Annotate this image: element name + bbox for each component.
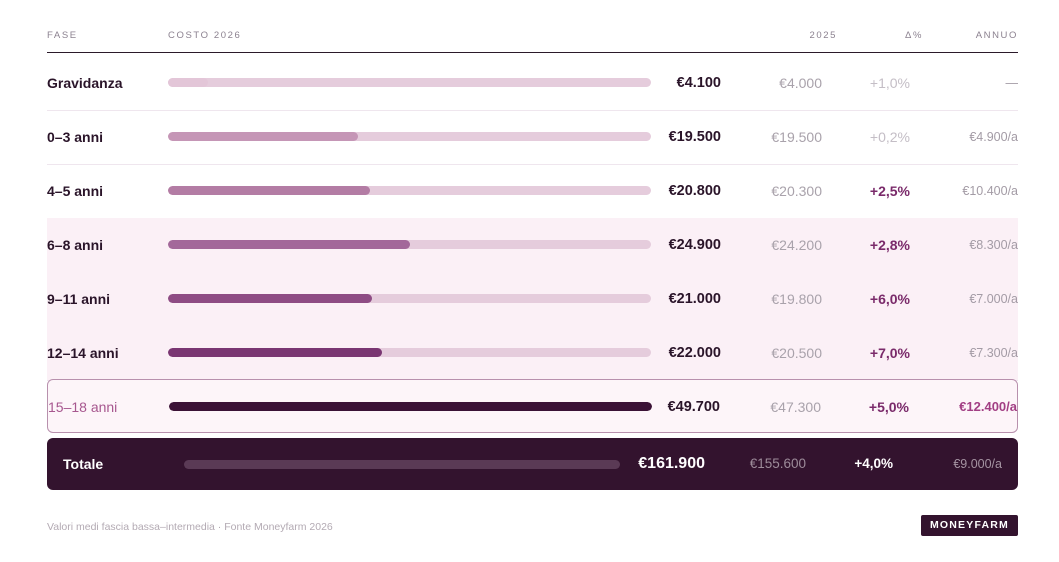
- row-label: 9–11 anni: [47, 291, 111, 307]
- row-label: 15–18 anni: [48, 399, 118, 415]
- table-row: 4–5 anni €20.800 €20.300 +2,5% €10.400/a: [47, 164, 1018, 219]
- brand-badge: MONEYFARM: [920, 515, 1018, 536]
- row-cost: €22.000: [668, 345, 721, 361]
- bar-fill: [168, 132, 358, 141]
- bar-track: [168, 348, 651, 357]
- total-annuo: €9.000/a: [953, 457, 1002, 471]
- table-row: 15–18 anni €49.700 €47.300 +5,0% €12.400/a: [47, 379, 1018, 433]
- total-bar-track: [184, 460, 620, 469]
- table-row: Gravidanza €4.100 €4.000 +1,0% —: [47, 56, 1018, 111]
- table-header: FASE COSTO 2026 2025 Δ% ANNUO: [47, 30, 1018, 53]
- bar-track: [169, 402, 652, 411]
- row-annuo: €7.000/a: [969, 292, 1018, 306]
- bar-fill: [168, 294, 373, 303]
- bar-fill: [169, 402, 652, 411]
- bar-track: [168, 294, 651, 303]
- bar-track: [168, 78, 651, 87]
- table-row: 6–8 anni €24.900 €24.200 +2,8% €8.300/a: [47, 218, 1018, 273]
- row-label: 12–14 anni: [47, 345, 119, 361]
- bar-track: [168, 240, 651, 249]
- row-delta: +2,8%: [869, 237, 910, 253]
- row-cost: €21.000: [668, 291, 721, 307]
- row-annuo: €7.300/a: [969, 346, 1018, 360]
- row-annuo: €12.400/a: [959, 399, 1017, 414]
- row-2025: €19.500: [771, 129, 822, 145]
- row-delta: +5,0%: [868, 399, 909, 415]
- total-row: Totale €161.900 €155.600 +4,0% €9.000/a: [47, 438, 1018, 490]
- bar-track: [168, 186, 651, 195]
- header-delta: Δ%: [905, 30, 923, 41]
- row-cost: €20.800: [668, 183, 721, 199]
- total-cost: €161.900: [638, 455, 705, 472]
- header-fase: FASE: [47, 30, 78, 41]
- header-2025: 2025: [809, 30, 837, 41]
- row-cost: €4.100: [676, 75, 721, 91]
- row-2025: €20.300: [771, 183, 822, 199]
- footer-note: Valori medi fascia bassa–intermedia · Fo…: [47, 521, 333, 533]
- row-annuo: €8.300/a: [969, 238, 1018, 252]
- row-2025: €47.300: [770, 399, 821, 415]
- row-2025: €19.800: [771, 291, 822, 307]
- table-row: 0–3 anni €19.500 €19.500 +0,2% €4.900/a: [47, 110, 1018, 165]
- row-cost: €49.700: [667, 399, 720, 415]
- row-label: 6–8 anni: [47, 237, 104, 253]
- bar-track: [168, 132, 651, 141]
- bar-fill: [168, 240, 410, 249]
- total-label: Totale: [63, 456, 104, 472]
- bar-fill: [168, 78, 208, 87]
- row-annuo: —: [1005, 76, 1019, 90]
- row-delta: +2,5%: [869, 183, 910, 199]
- bar-fill: [168, 186, 371, 195]
- total-delta: +4,0%: [854, 456, 893, 471]
- header-annuo: ANNUO: [975, 30, 1018, 41]
- row-annuo: €4.900/a: [969, 130, 1018, 144]
- row-2025: €20.500: [771, 345, 822, 361]
- row-2025: €4.000: [779, 75, 822, 91]
- bar-fill: [168, 348, 382, 357]
- row-delta: +1,0%: [869, 75, 910, 91]
- table-row: 9–11 anni €21.000 €19.800 +6,0% €7.000/a: [47, 272, 1018, 327]
- row-label: Gravidanza: [47, 75, 123, 91]
- row-cost: €19.500: [668, 129, 721, 145]
- row-label: 4–5 anni: [47, 183, 104, 199]
- row-cost: €24.900: [668, 237, 721, 253]
- row-delta: +6,0%: [869, 291, 910, 307]
- total-2025: €155.600: [749, 456, 806, 471]
- row-annuo: €10.400/a: [962, 184, 1018, 198]
- row-delta: +0,2%: [869, 129, 910, 145]
- row-2025: €24.200: [771, 237, 822, 253]
- header-costo: COSTO 2026: [168, 30, 242, 41]
- table-row: 12–14 anni €22.000 €20.500 +7,0% €7.300/a: [47, 326, 1018, 381]
- row-label: 0–3 anni: [47, 129, 104, 145]
- row-delta: +7,0%: [869, 345, 910, 361]
